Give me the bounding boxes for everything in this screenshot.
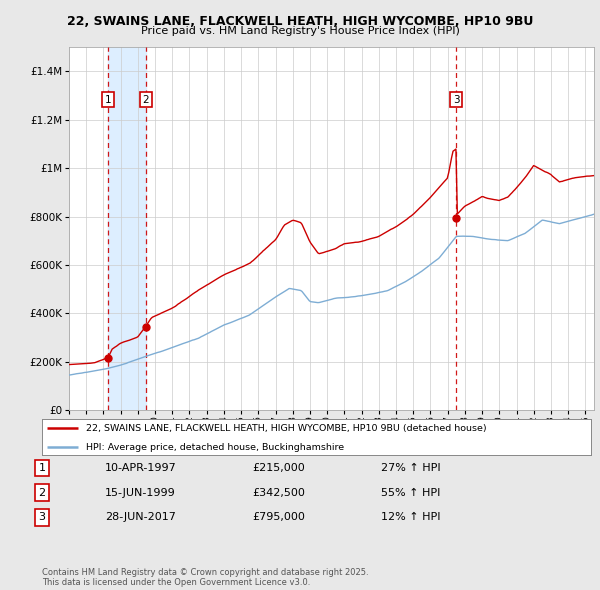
Text: 10-APR-1997: 10-APR-1997 (105, 463, 177, 473)
Text: 1: 1 (105, 95, 112, 105)
Text: 2: 2 (38, 488, 46, 497)
Text: £215,000: £215,000 (252, 463, 305, 473)
Text: £342,500: £342,500 (252, 488, 305, 497)
Text: Price paid vs. HM Land Registry's House Price Index (HPI): Price paid vs. HM Land Registry's House … (140, 26, 460, 36)
Text: 2: 2 (142, 95, 149, 105)
Text: 3: 3 (453, 95, 460, 105)
Text: 22, SWAINS LANE, FLACKWELL HEATH, HIGH WYCOMBE, HP10 9BU (detached house): 22, SWAINS LANE, FLACKWELL HEATH, HIGH W… (86, 424, 487, 432)
Text: 1: 1 (38, 463, 46, 473)
Text: HPI: Average price, detached house, Buckinghamshire: HPI: Average price, detached house, Buck… (86, 443, 344, 452)
Text: 15-JUN-1999: 15-JUN-1999 (105, 488, 176, 497)
Text: Contains HM Land Registry data © Crown copyright and database right 2025.
This d: Contains HM Land Registry data © Crown c… (42, 568, 368, 587)
Text: 12% ↑ HPI: 12% ↑ HPI (381, 513, 440, 522)
Text: £795,000: £795,000 (252, 513, 305, 522)
Text: 55% ↑ HPI: 55% ↑ HPI (381, 488, 440, 497)
Text: 28-JUN-2017: 28-JUN-2017 (105, 513, 176, 522)
Text: 22, SWAINS LANE, FLACKWELL HEATH, HIGH WYCOMBE, HP10 9BU: 22, SWAINS LANE, FLACKWELL HEATH, HIGH W… (67, 15, 533, 28)
Bar (108, 47, 146, 410)
Text: 27% ↑ HPI: 27% ↑ HPI (381, 463, 440, 473)
Text: 3: 3 (38, 513, 46, 522)
